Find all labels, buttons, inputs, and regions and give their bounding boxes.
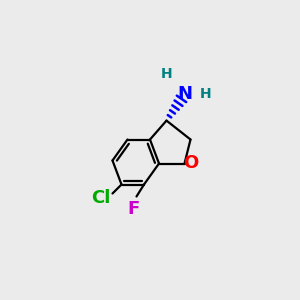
Text: Cl: Cl	[91, 189, 110, 207]
Text: F: F	[128, 200, 140, 217]
Text: H: H	[200, 88, 211, 101]
Text: N: N	[177, 85, 192, 103]
Text: H: H	[161, 67, 172, 80]
Text: O: O	[183, 154, 198, 172]
